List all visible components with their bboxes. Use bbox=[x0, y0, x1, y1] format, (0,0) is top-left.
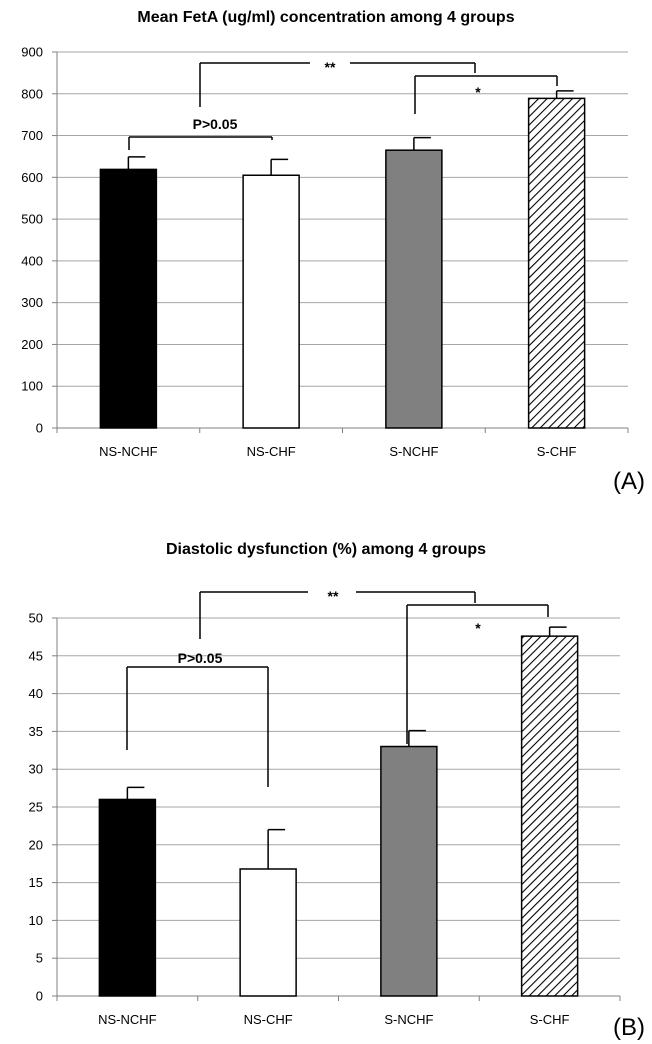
panel-label: (B) bbox=[613, 1014, 645, 1041]
significance-label: * bbox=[475, 620, 481, 636]
bar-s-nchf bbox=[385, 149, 443, 429]
significance-label: ** bbox=[325, 59, 336, 75]
x-category-label: NS-NCHF bbox=[99, 444, 158, 459]
bar-s-chf bbox=[527, 97, 586, 429]
bar-ns-nchf bbox=[99, 168, 158, 429]
x-category-label: NS-CHF bbox=[244, 1012, 293, 1027]
bar-s-chf bbox=[520, 635, 579, 997]
x-category-label: S-NCHF bbox=[389, 444, 438, 459]
chart-title: Diastolic dysfunction (%) among 4 groups bbox=[165, 541, 487, 558]
bar-ns-nchf bbox=[98, 798, 157, 997]
bar-ns-chf bbox=[242, 174, 300, 429]
y-tick-label: 5 bbox=[36, 951, 43, 966]
y-tick-label: 0 bbox=[36, 421, 43, 436]
bar-chart-a: 0 100 200 300 400 500 600 700 800 900 NS-NCHF NS-CH… bbox=[21, 45, 629, 459]
significance-label: ** bbox=[328, 588, 339, 604]
bar-s-nchf bbox=[380, 745, 438, 997]
y-tick-label: 600 bbox=[21, 170, 43, 185]
x-category-label: S-CHF bbox=[530, 1012, 570, 1027]
y-tick-label: 500 bbox=[21, 212, 43, 227]
bar-ns-chf bbox=[239, 868, 297, 997]
chart-title: Mean FetA (ug/ml) concentration among 4 … bbox=[137, 9, 515, 26]
y-tick-label: 45 bbox=[29, 648, 43, 663]
significance-label: P>0.05 bbox=[178, 650, 223, 666]
y-tick-label: 200 bbox=[21, 337, 43, 352]
x-category-label: NS-CHF bbox=[247, 444, 296, 459]
x-category-label: S-NCHF bbox=[384, 1012, 433, 1027]
y-tick-label: 10 bbox=[29, 913, 43, 928]
y-tick-label: 25 bbox=[29, 800, 43, 815]
y-tick-label: 20 bbox=[29, 837, 43, 852]
significance-label: * bbox=[475, 84, 481, 100]
y-tick-label: 900 bbox=[21, 45, 43, 60]
y-tick-label: 700 bbox=[21, 128, 43, 143]
y-tick-label: 0 bbox=[36, 989, 43, 1004]
panel-label: (A) bbox=[613, 468, 645, 495]
bar-chart-b: 0 5 10 15 20 25 30 35 40 45 50 NS-NCHF NS-CHF S-NCHF S… bbox=[29, 588, 621, 1027]
y-tick-label: 400 bbox=[21, 253, 43, 268]
y-tick-label: 100 bbox=[21, 379, 43, 394]
y-tick-label: 35 bbox=[29, 724, 43, 739]
x-category-label: NS-NCHF bbox=[98, 1012, 157, 1027]
chart-panel-a: Mean FetA (ug/ml) concentration among 4 … bbox=[0, 0, 652, 500]
y-tick-label: 30 bbox=[29, 762, 43, 777]
x-category-label: S-CHF bbox=[537, 444, 577, 459]
y-tick-label: 300 bbox=[21, 295, 43, 310]
y-tick-label: 800 bbox=[21, 86, 43, 101]
chart-panel-b: Diastolic dysfunction (%) among 4 groups… bbox=[0, 540, 652, 1044]
y-tick-label: 50 bbox=[29, 611, 43, 626]
y-tick-label: 15 bbox=[29, 875, 43, 890]
significance-label: P>0.05 bbox=[193, 116, 238, 132]
y-tick-label: 40 bbox=[29, 686, 43, 701]
